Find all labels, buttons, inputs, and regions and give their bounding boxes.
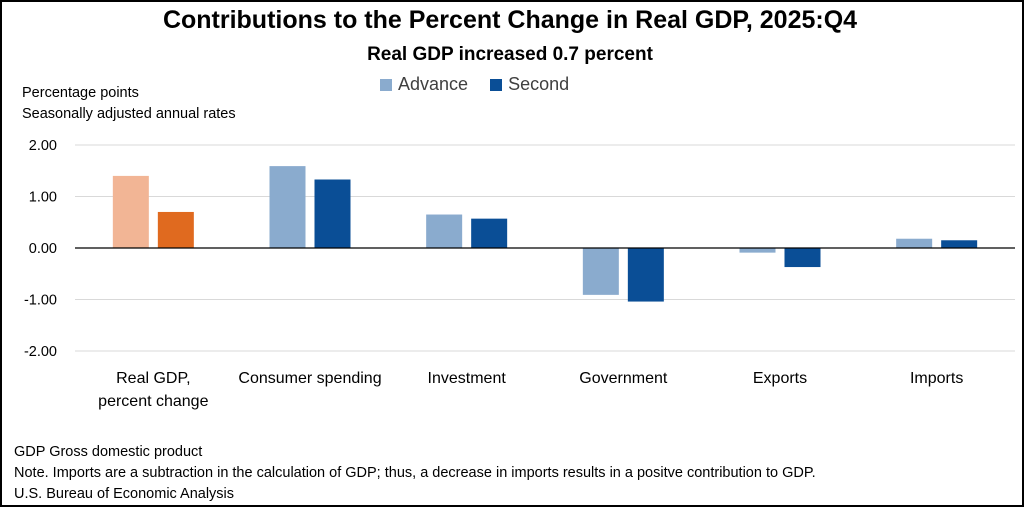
y-tick-label: 2.00 xyxy=(29,138,57,154)
category-label: Real GDP, xyxy=(116,370,190,387)
y-tick-label: -1.00 xyxy=(24,293,57,309)
bar-advance xyxy=(896,238,933,248)
category-label: Investment xyxy=(428,370,507,387)
legend-item-second: Second xyxy=(490,74,569,95)
units-label: Percentage points xyxy=(22,85,139,101)
category-label: Exports xyxy=(753,370,807,387)
bar-second xyxy=(941,240,978,248)
bar-second xyxy=(157,211,194,248)
bar-second xyxy=(471,218,508,248)
category-label: Consumer spending xyxy=(238,370,381,387)
legend-item-advance: Advance xyxy=(380,74,468,95)
legend-label-second: Second xyxy=(508,74,570,94)
footnote-gdp: GDP Gross domestic product xyxy=(14,444,203,460)
category-label: percent change xyxy=(98,393,208,410)
category-label: Imports xyxy=(910,370,963,387)
bar-second xyxy=(784,248,821,268)
bar-advance xyxy=(739,248,776,253)
legend: Advance Second xyxy=(380,74,569,95)
chart-subtitle: Real GDP increased 0.7 percent xyxy=(367,44,653,65)
bar-second xyxy=(627,248,664,302)
bar-second xyxy=(314,179,351,248)
bar-advance xyxy=(112,175,149,248)
chart-title: Contributions to the Percent Change in R… xyxy=(162,6,858,34)
bar-advance xyxy=(426,214,463,248)
rate-label: Seasonally adjusted annual rates xyxy=(22,106,236,122)
legend-swatch-second xyxy=(490,78,503,91)
legend-label-advance: Advance xyxy=(398,74,469,94)
footnote-note: Note. Imports are a subtraction in the c… xyxy=(14,465,816,481)
footnote-source: U.S. Bureau of Economic Analysis xyxy=(14,486,235,502)
bar-advance xyxy=(269,166,306,248)
bar-advance xyxy=(582,248,619,295)
y-tick-label: -2.00 xyxy=(24,344,57,360)
y-tick-label: 0.00 xyxy=(29,241,57,257)
legend-swatch-advance xyxy=(380,78,392,91)
category-label: Government xyxy=(579,370,668,387)
y-tick-label: 1.00 xyxy=(29,190,57,206)
